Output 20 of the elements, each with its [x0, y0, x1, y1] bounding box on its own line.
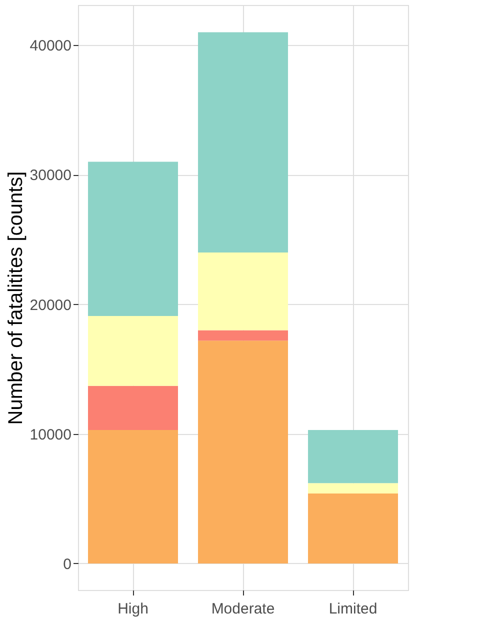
bar	[308, 493, 398, 564]
y-tick-label: 20000	[30, 296, 72, 314]
bar	[198, 340, 288, 564]
bar	[198, 32, 288, 252]
bar	[308, 430, 398, 484]
y-tick-label: 30000	[30, 167, 72, 184]
bar	[198, 252, 288, 330]
y-tick-label: 10000	[30, 426, 72, 444]
y-tick-label: 40000	[30, 38, 72, 55]
bar	[88, 430, 178, 564]
bar	[198, 330, 288, 341]
bar	[88, 386, 178, 430]
x-tick-label: Limited	[328, 600, 378, 618]
bar	[88, 316, 178, 386]
y-axis-title: Number of fatalitites [counts]	[4, 171, 27, 425]
bar	[88, 162, 178, 316]
bar	[308, 483, 398, 494]
x-tick-label: Moderate	[211, 600, 275, 618]
x-tick-label: High	[118, 600, 148, 618]
y-tick-label: 0	[63, 556, 72, 573]
